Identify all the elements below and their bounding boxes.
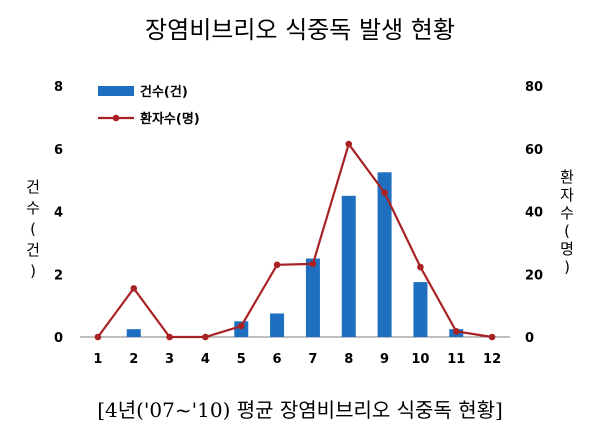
chart-caption: [4년('07~'10) 평균 장염비브리오 식중독 현황] bbox=[97, 398, 503, 422]
legend-label-cases: 건수(건) bbox=[140, 84, 188, 100]
x-tick-label: 1 bbox=[93, 352, 102, 367]
x-tick-label: 5 bbox=[237, 352, 246, 367]
x-tick-label: 7 bbox=[308, 352, 317, 367]
y-left-tick-label: 4 bbox=[54, 206, 63, 221]
y-right-axis-label-char: 명 bbox=[560, 240, 574, 258]
line-point bbox=[381, 189, 388, 196]
y-right-axis-label-char: 환 bbox=[560, 168, 574, 186]
x-tick-label: 11 bbox=[447, 352, 465, 367]
patients-line bbox=[97, 141, 493, 339]
y-right-axis-label-char: 자 bbox=[560, 186, 574, 204]
x-tick-label: 3 bbox=[165, 352, 174, 367]
y-left-axis-label-char: 건 bbox=[26, 178, 40, 196]
bar bbox=[126, 329, 141, 337]
bar bbox=[413, 282, 428, 337]
line-point bbox=[94, 333, 102, 341]
y-right-tick-label: 20 bbox=[525, 268, 543, 283]
line-point bbox=[130, 285, 138, 292]
y-left-tick-label: 2 bbox=[54, 268, 63, 283]
x-tick-label: 6 bbox=[273, 352, 282, 367]
x-tick-label: 12 bbox=[483, 352, 501, 367]
line-point bbox=[166, 333, 173, 341]
y-left-tick-label: 8 bbox=[54, 80, 63, 95]
bar bbox=[341, 195, 356, 337]
y-right-axis-label-char: ( bbox=[564, 222, 570, 240]
y-right-tick-label: 40 bbox=[525, 206, 543, 221]
x-tick-label: 2 bbox=[129, 352, 138, 367]
y-right-tick-label: 0 bbox=[525, 331, 534, 346]
y-right-tick-label: 60 bbox=[525, 143, 543, 158]
y-left-axis-label-char: 수 bbox=[26, 199, 40, 217]
y-right-axis-label-char: ) bbox=[564, 258, 570, 276]
y-left-axis-label-char: ( bbox=[30, 220, 36, 238]
line-point bbox=[237, 322, 245, 330]
legend-swatch-marker bbox=[112, 114, 120, 122]
line-point bbox=[202, 333, 209, 341]
x-tick-label: 4 bbox=[201, 352, 210, 367]
line-point bbox=[452, 328, 460, 335]
x-tick-label: 9 bbox=[380, 352, 389, 367]
x-tick-label: 8 bbox=[344, 352, 353, 367]
chart-title: 장염비브리오 식중독 발생 현황 bbox=[145, 16, 455, 44]
line-point bbox=[488, 333, 496, 341]
x-tick-label: 10 bbox=[411, 352, 429, 367]
line-point bbox=[309, 260, 317, 268]
bar bbox=[377, 172, 392, 337]
bar bbox=[270, 313, 285, 337]
y-right-tick-label: 80 bbox=[525, 80, 543, 95]
line-point bbox=[345, 140, 353, 148]
y-right-axis-label-char: 수 bbox=[560, 204, 574, 222]
line-point bbox=[273, 261, 281, 269]
y-left-tick-label: 0 bbox=[54, 331, 63, 346]
legend-label-patients: 환자수(명) bbox=[140, 111, 200, 127]
legend-swatch-bar bbox=[98, 86, 134, 96]
bar bbox=[305, 258, 320, 337]
y-left-axis-label-char: ) bbox=[30, 262, 36, 280]
y-left-tick-label: 6 bbox=[54, 143, 63, 158]
y-left-axis-label-char: 건 bbox=[26, 241, 40, 259]
line-point bbox=[417, 263, 424, 271]
